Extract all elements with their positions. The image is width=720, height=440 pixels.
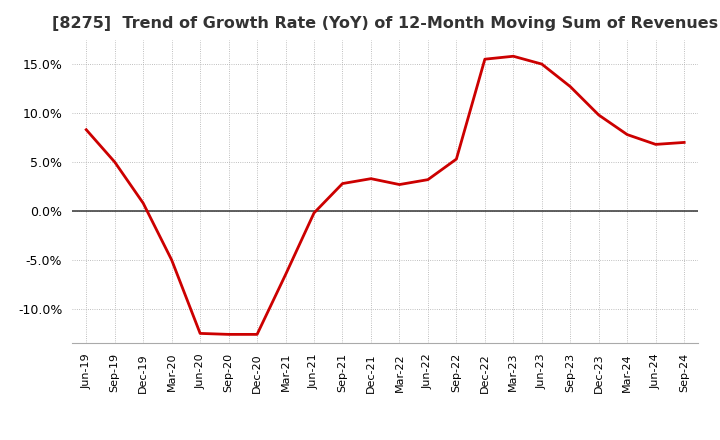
Title: [8275]  Trend of Growth Rate (YoY) of 12-Month Moving Sum of Revenues: [8275] Trend of Growth Rate (YoY) of 12-… bbox=[52, 16, 719, 32]
